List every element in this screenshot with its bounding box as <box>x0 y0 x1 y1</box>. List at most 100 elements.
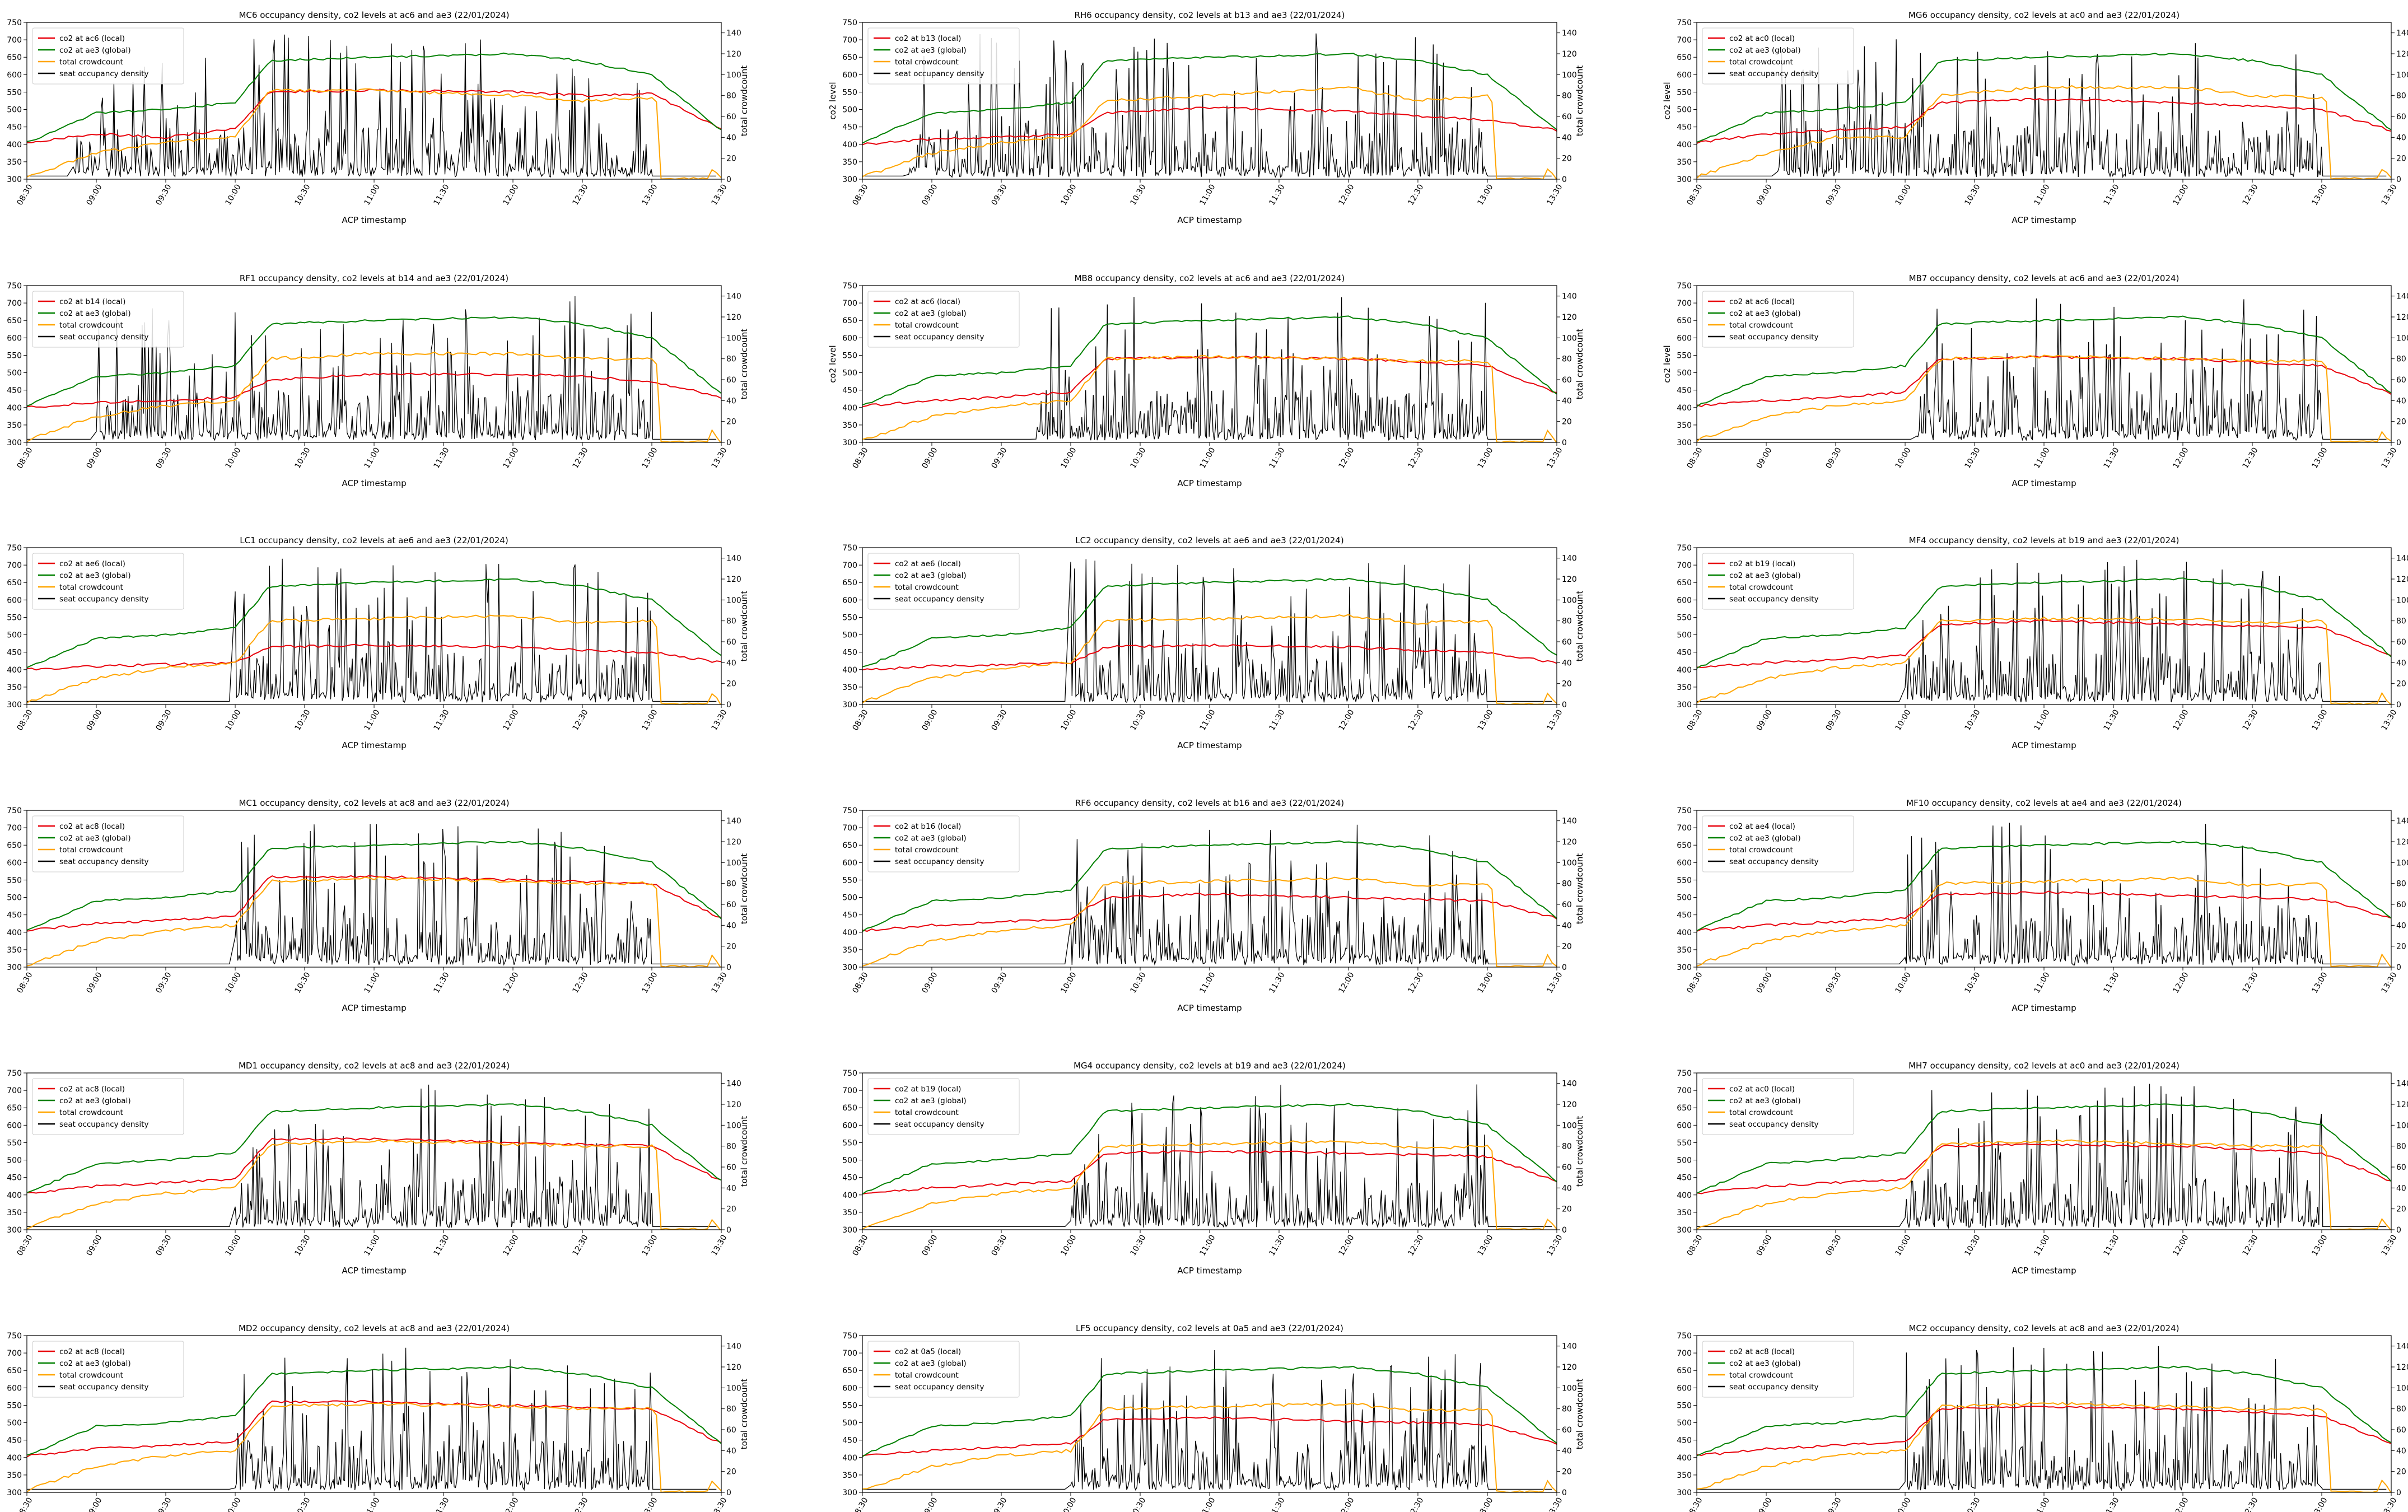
xtick-label: 11:00 <box>1198 708 1217 732</box>
ytick-left-label: 650 <box>7 316 22 325</box>
ytick-right-label: 60 <box>726 113 736 122</box>
ytick-left-label: 300 <box>7 1226 22 1235</box>
ytick-right-label: 20 <box>2396 418 2406 427</box>
series-seat-occupancy-density <box>27 824 717 966</box>
ytick-left-label: 550 <box>7 88 22 97</box>
ytick-left-label: 500 <box>7 369 22 378</box>
xtick-label: 12:00 <box>502 708 521 732</box>
legend-label: seat occupancy density <box>59 1383 148 1392</box>
xtick-label: 09:00 <box>85 708 104 732</box>
legend-label: co2 at ac0 (local) <box>1729 1085 1795 1094</box>
xtick-label: 09:00 <box>1755 971 1774 995</box>
xtick-label: 08:30 <box>16 1496 35 1512</box>
legend-label: total crowdcount <box>59 583 123 592</box>
legend-label: seat occupancy density <box>1729 1120 1818 1129</box>
xtick-label: 12:30 <box>571 1496 590 1512</box>
series-local <box>27 1400 721 1458</box>
ytick-right-label: 100 <box>2396 1121 2408 1130</box>
plot-area <box>862 33 1557 179</box>
series-local <box>27 372 721 408</box>
ytick-right-label: 140 <box>1562 29 1577 38</box>
ytick-left-label: 450 <box>7 911 22 920</box>
series-global <box>862 53 1557 144</box>
ytick-left-label: 300 <box>7 175 22 184</box>
legend-label: co2 at ac6 (local) <box>895 297 960 306</box>
legend-label: seat occupancy density <box>895 69 984 78</box>
legend-label: co2 at ac8 (local) <box>59 1085 125 1094</box>
ytick-right-label: 0 <box>726 963 731 972</box>
ytick-right-label: 80 <box>726 880 736 889</box>
xtick-label: 12:30 <box>571 1234 590 1258</box>
series-seat-occupancy-density <box>1697 559 2387 703</box>
ytick-right-label: 120 <box>2396 1100 2408 1109</box>
ytick-left-label: 300 <box>1677 701 1692 710</box>
legend-label: co2 at b19 (local) <box>895 1085 961 1094</box>
legend-box <box>1702 291 1854 348</box>
subplot-title: LC1 occupancy density, co2 levels at ae6… <box>240 535 508 545</box>
ytick-left-label: 750 <box>1677 1069 1692 1078</box>
xtick-label: 11:30 <box>2102 183 2121 207</box>
subplot-title: MG4 occupancy density, co2 levels at b19… <box>1074 1061 1346 1071</box>
xtick-label: 09:30 <box>1824 1496 1844 1512</box>
ytick-left-label: 400 <box>842 141 857 150</box>
xtick-label: 13:00 <box>2311 1234 2330 1258</box>
legend-box <box>1702 815 1854 872</box>
xtick-label: 12:00 <box>2172 708 2191 732</box>
xtick-label: 08:30 <box>1686 183 1705 207</box>
y-axis-label-right: total crowdcount <box>739 1116 749 1187</box>
ytick-left-label: 350 <box>842 946 857 955</box>
ytick-left-label: 700 <box>7 824 22 833</box>
ytick-right-label: 20 <box>726 155 736 164</box>
plot-area <box>862 559 1557 704</box>
ytick-left-label: 500 <box>1677 631 1692 640</box>
xtick-label: 10:30 <box>1129 183 1148 207</box>
ytick-right-label: 80 <box>726 92 736 101</box>
ytick-left-label: 600 <box>7 858 22 867</box>
ytick-left-label: 350 <box>842 1471 857 1480</box>
ytick-left-label: 750 <box>7 1332 22 1341</box>
xtick-label: 13:30 <box>1546 183 1565 207</box>
plot-area <box>1697 298 2391 442</box>
xtick-label: 10:00 <box>1060 971 1079 995</box>
ytick-right-label: 40 <box>2396 1184 2406 1193</box>
series-global <box>862 1365 1557 1457</box>
xtick-label: 12:00 <box>2172 971 2191 995</box>
ytick-left-label: 500 <box>1677 369 1692 378</box>
y-axis-label-left: co2 level <box>828 82 838 119</box>
xtick-label: 10:30 <box>293 971 312 995</box>
series-local <box>862 1416 1557 1457</box>
ytick-right-label: 40 <box>726 659 736 668</box>
xtick-label: 13:00 <box>1476 446 1495 470</box>
subplot-title: LF5 occupancy density, co2 levels at 0a5… <box>1076 1323 1343 1333</box>
ytick-left-label: 550 <box>1677 613 1692 622</box>
ytick-right-label: 20 <box>726 418 736 427</box>
ytick-right-label: 80 <box>2396 355 2406 364</box>
ytick-right-label: 140 <box>726 1342 741 1351</box>
legend-label: co2 at ae3 (global) <box>1729 1359 1801 1368</box>
xtick-label: 09:00 <box>921 446 940 470</box>
plot-area <box>27 296 721 442</box>
ytick-right-label: 100 <box>1562 1384 1577 1393</box>
ytick-left-label: 350 <box>1677 421 1692 430</box>
series-local <box>1697 890 2391 932</box>
series-seat-occupancy-density <box>862 559 1552 703</box>
series-local <box>1697 1405 2391 1457</box>
xtick-label: 13:30 <box>710 1496 729 1512</box>
ytick-left-label: 500 <box>7 1419 22 1428</box>
plot-area <box>1697 559 2391 704</box>
subplot-title: MC2 occupancy density, co2 levels at ac8… <box>1908 1323 2179 1333</box>
ytick-left-label: 700 <box>7 299 22 308</box>
ytick-right-label: 100 <box>1562 334 1577 343</box>
ytick-left-label: 450 <box>7 648 22 657</box>
legend-label: co2 at ae3 (global) <box>1729 46 1801 55</box>
ytick-left-label: 400 <box>7 404 22 413</box>
legend-label: co2 at ae3 (global) <box>1729 571 1801 580</box>
ytick-right-label: 140 <box>726 817 741 826</box>
xtick-label: 10:00 <box>1060 708 1079 732</box>
series-local <box>862 1150 1557 1195</box>
series-local <box>1697 355 2391 408</box>
legend-box <box>32 1341 184 1398</box>
y-axis-label-right: total crowdcount <box>739 1379 749 1450</box>
legend: co2 at ae6 (local) co2 at ae3 (global) tot… <box>32 553 184 610</box>
legend: co2 at 0a5 (local) co2 at ae3 (global) tot… <box>867 1341 1020 1398</box>
